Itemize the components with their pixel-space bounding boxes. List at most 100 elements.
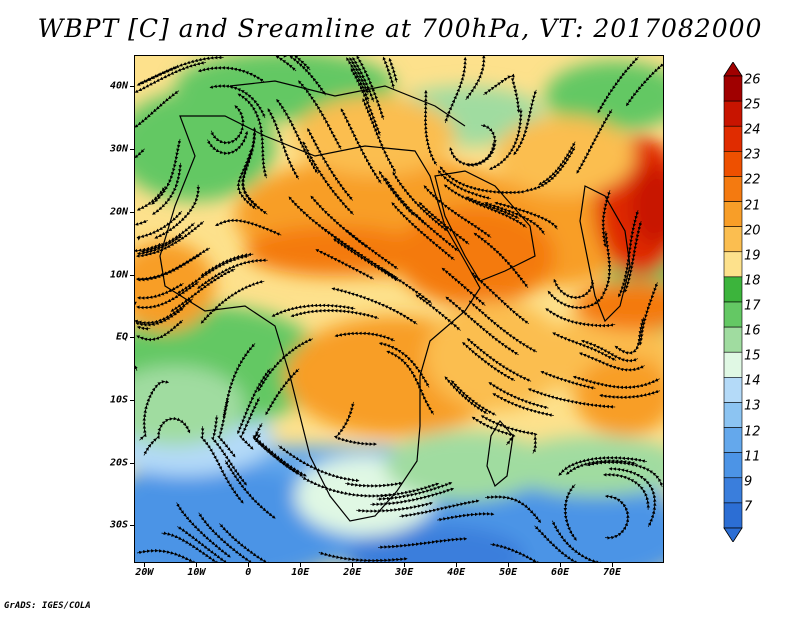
streamline [224, 460, 276, 519]
grads-credit: GrADS: IGES/COLA [4, 601, 91, 611]
streamline [576, 109, 613, 174]
lon-tick [560, 563, 562, 567]
lon-tick [508, 563, 510, 567]
streamline [382, 56, 395, 89]
streamline [392, 171, 449, 232]
lat-label: 10S [109, 394, 128, 406]
streamline [534, 525, 578, 562]
streamline [331, 287, 418, 325]
lon-tick [196, 563, 198, 567]
streamline [288, 196, 355, 252]
colorbar-swatch [723, 326, 743, 353]
streamline [252, 422, 307, 477]
streamline [143, 416, 191, 456]
colorbar-level-label: 13 [744, 398, 761, 414]
map-title: WBPT [C] and Sreamline at 700hPa, VT: 20… [37, 14, 763, 43]
streamline [265, 368, 300, 416]
lat-label: 20S [109, 457, 128, 469]
lat-label: EQ [115, 331, 128, 343]
lon-label: 30E [395, 567, 414, 578]
lat-tick [130, 337, 134, 339]
streamline [468, 300, 538, 353]
streamline [423, 89, 438, 166]
streamline [135, 365, 138, 371]
lon-label: 60E [551, 567, 570, 578]
colorbar-level-label: 25 [744, 97, 761, 113]
lon-label: 70E [603, 567, 622, 578]
colorbar-level-label: 15 [744, 348, 761, 364]
streamline [465, 56, 486, 101]
streamline [136, 221, 205, 258]
streamline [524, 146, 576, 192]
lat-tick [130, 525, 134, 527]
streamline [217, 398, 236, 458]
colorbar-level-label: 14 [744, 373, 761, 389]
colorbar-swatch [723, 452, 743, 479]
lon-tick [300, 563, 302, 567]
streamline [471, 416, 516, 446]
streamline [136, 283, 184, 300]
colorbar-swatch [723, 477, 743, 504]
colorbar-swatch [723, 151, 743, 177]
streamline [602, 472, 651, 510]
lat-label: 10N [109, 269, 128, 280]
streamline [377, 537, 468, 550]
streamline [441, 267, 486, 306]
lat-label: 30S [109, 519, 128, 531]
colorbar-level-label: 17 [744, 298, 761, 314]
streamline [444, 56, 467, 124]
lon-tick [612, 563, 614, 567]
lon-label: 0 [245, 567, 252, 578]
lon-tick [144, 563, 146, 567]
streamline [340, 108, 382, 184]
streamline [415, 294, 461, 331]
colorbar-swatch [723, 100, 743, 127]
lon-label: 10E [291, 567, 310, 578]
lon-tick [352, 563, 354, 567]
colorbar-swatch [723, 351, 743, 378]
streamline [602, 230, 612, 296]
streamline [135, 61, 206, 93]
colorbar-level-label: 23 [744, 147, 761, 163]
colorbar-swatch [723, 176, 743, 202]
streamline [553, 278, 595, 300]
colorbar-top-arrow [723, 62, 743, 77]
colorbar-swatch [723, 301, 743, 328]
streamline [333, 401, 378, 446]
colorbar-level-label: 22 [744, 172, 761, 188]
streamline [513, 89, 538, 156]
streamline [597, 56, 639, 114]
streamline [356, 501, 433, 513]
streamline [527, 388, 616, 409]
colorbar-level-label: 26 [744, 72, 761, 88]
streamline [294, 56, 311, 71]
streamline [298, 80, 342, 150]
colorbar-swatch [723, 75, 743, 102]
lon-label: 20E [343, 567, 362, 578]
streamline [444, 376, 489, 415]
streamline [490, 542, 540, 562]
colorbar-level-label: 7 [744, 499, 753, 515]
lon-label: 50E [499, 567, 518, 578]
streamline [558, 456, 648, 476]
streamline [547, 290, 604, 310]
streamline [215, 218, 282, 236]
streamline [399, 499, 480, 518]
streamline [437, 512, 495, 522]
colorbar-level-label: 18 [744, 273, 761, 289]
lon-tick [456, 563, 458, 567]
lat-tick [130, 462, 134, 464]
colorbar-swatch [723, 201, 743, 227]
streamline [136, 548, 197, 562]
colorbar-swatch [723, 226, 743, 253]
colorbar-level-label: 21 [744, 198, 761, 214]
lat-tick [130, 149, 134, 151]
streamline [135, 307, 185, 327]
lon-label: 40E [447, 567, 466, 578]
streamline [334, 331, 396, 342]
streamline [540, 370, 596, 390]
lon-label: 10W [187, 567, 206, 578]
colorbar-bottom-arrow [723, 527, 743, 542]
streamline [241, 131, 268, 215]
streamline [618, 210, 640, 298]
